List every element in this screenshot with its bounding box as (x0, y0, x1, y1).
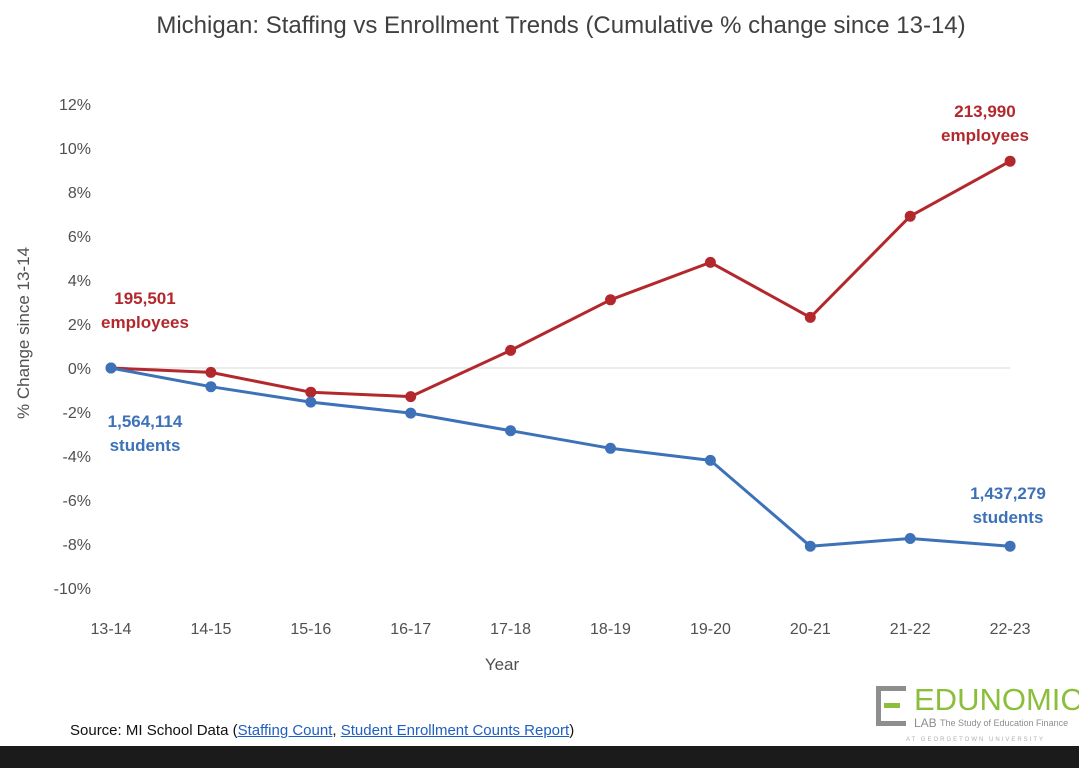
y-tick-label: -6% (63, 493, 91, 510)
annotation-line: 1,564,114 (108, 412, 183, 431)
students-point (804, 540, 816, 552)
x-tick-label: 13-14 (91, 621, 132, 638)
employees-line (110, 159, 1011, 399)
annotation-emp-end: 213,990 employees (941, 102, 1029, 145)
employees-point (305, 386, 317, 398)
logo-tagline: The Study of Education Finance (940, 718, 1069, 728)
annotation-line: 213,990 (954, 102, 1015, 121)
bottom-bar (0, 746, 1079, 768)
employees-point (405, 391, 417, 403)
source-separator: , (332, 722, 341, 739)
annotation-emp-start: 195,501 employees (101, 289, 189, 332)
enrollment-report-link[interactable]: Student Enrollment Counts Report (340, 722, 570, 739)
x-tick-label: 18-19 (590, 621, 631, 638)
students-point (205, 381, 217, 393)
source-note: Source: MI School Data (Staffing Count, … (70, 722, 574, 739)
students-point (605, 442, 616, 454)
annotations: 195,501 employees 213,990 employees 1,564,11… (101, 102, 1046, 527)
x-tick-label: 17-18 (490, 621, 531, 638)
y-tick-label: 6% (68, 229, 91, 246)
employees-point (804, 311, 816, 323)
edunomics-logo: EDUNOMICS LAB The Study of Education Fin… (876, 682, 1079, 746)
x-tick-label: 19-20 (690, 621, 731, 638)
annotation-line: students (973, 508, 1044, 527)
y-tick-label: -10% (54, 581, 91, 598)
y-tick-label: 2% (68, 317, 91, 334)
students-point (305, 396, 317, 408)
source-prefix: Source: MI School Data ( (70, 722, 238, 739)
x-axis-ticks: 13-14 14-15 15-16 16-17 17-18 18-19 19-20 20-21… (91, 621, 1031, 638)
y-tick-label: 4% (68, 273, 91, 290)
annotation-line: 1,437,279 (970, 484, 1046, 503)
employees-point (904, 210, 916, 222)
series-points (105, 155, 1016, 552)
logo-lab: LAB (914, 716, 937, 730)
y-tick-label: -2% (63, 405, 91, 422)
line-chart: -10% -8% -6% -4% -2% 0% 2% 4% 6% 8% 10% 12% 13-14 14… (14, 97, 1046, 674)
students-point (704, 454, 716, 466)
y-axis-title: % Change since 13-14 (14, 247, 33, 419)
employees-point (704, 256, 716, 268)
employees-point (505, 344, 517, 356)
x-tick-label: 20-21 (790, 621, 831, 638)
students-point (505, 425, 517, 437)
annotation-line: employees (101, 313, 189, 332)
x-tick-label: 15-16 (290, 621, 331, 638)
y-tick-label: -4% (63, 449, 91, 466)
annotation-line: employees (941, 126, 1029, 145)
students-point (1004, 540, 1016, 552)
series-lines (110, 159, 1011, 548)
chart-title: Michigan: Staffing vs Enrollment Trends … (156, 12, 966, 39)
source-suffix: ) (569, 722, 575, 739)
x-tick-label: 16-17 (390, 621, 431, 638)
y-tick-label: 12% (59, 97, 91, 114)
y-axis-ticks: -10% -8% -6% -4% -2% 0% 2% 4% 6% 8% 10% 12% (54, 97, 91, 598)
x-tick-label: 21-22 (890, 621, 931, 638)
annotation-line: 195,501 (114, 289, 175, 308)
students-point (105, 362, 117, 374)
annotation-stu-end: 1,437,279 students (970, 484, 1046, 527)
y-tick-label: -8% (63, 537, 91, 554)
employees-point (1004, 155, 1016, 167)
y-tick-label: 8% (68, 185, 91, 202)
employees-point (205, 366, 217, 378)
y-tick-label: 0% (68, 361, 91, 378)
employees-point (605, 294, 616, 306)
annotation-line: students (110, 436, 181, 455)
x-tick-label: 22-23 (990, 621, 1031, 638)
x-tick-label: 14-15 (190, 621, 231, 638)
x-axis-title: Year (485, 655, 520, 674)
logo-name: EDUNOMICS (914, 682, 1079, 717)
students-point (405, 407, 417, 419)
staffing-count-link[interactable]: Staffing Count (237, 722, 333, 739)
y-tick-label: 10% (59, 141, 91, 158)
annotation-stu-start: 1,564,114 students (108, 412, 183, 455)
students-point (904, 533, 916, 544)
logo-mark-icon (876, 686, 906, 726)
logo-university: AT GEORGETOWN UNIVERSITY (906, 737, 1046, 743)
students-line (110, 366, 1011, 548)
